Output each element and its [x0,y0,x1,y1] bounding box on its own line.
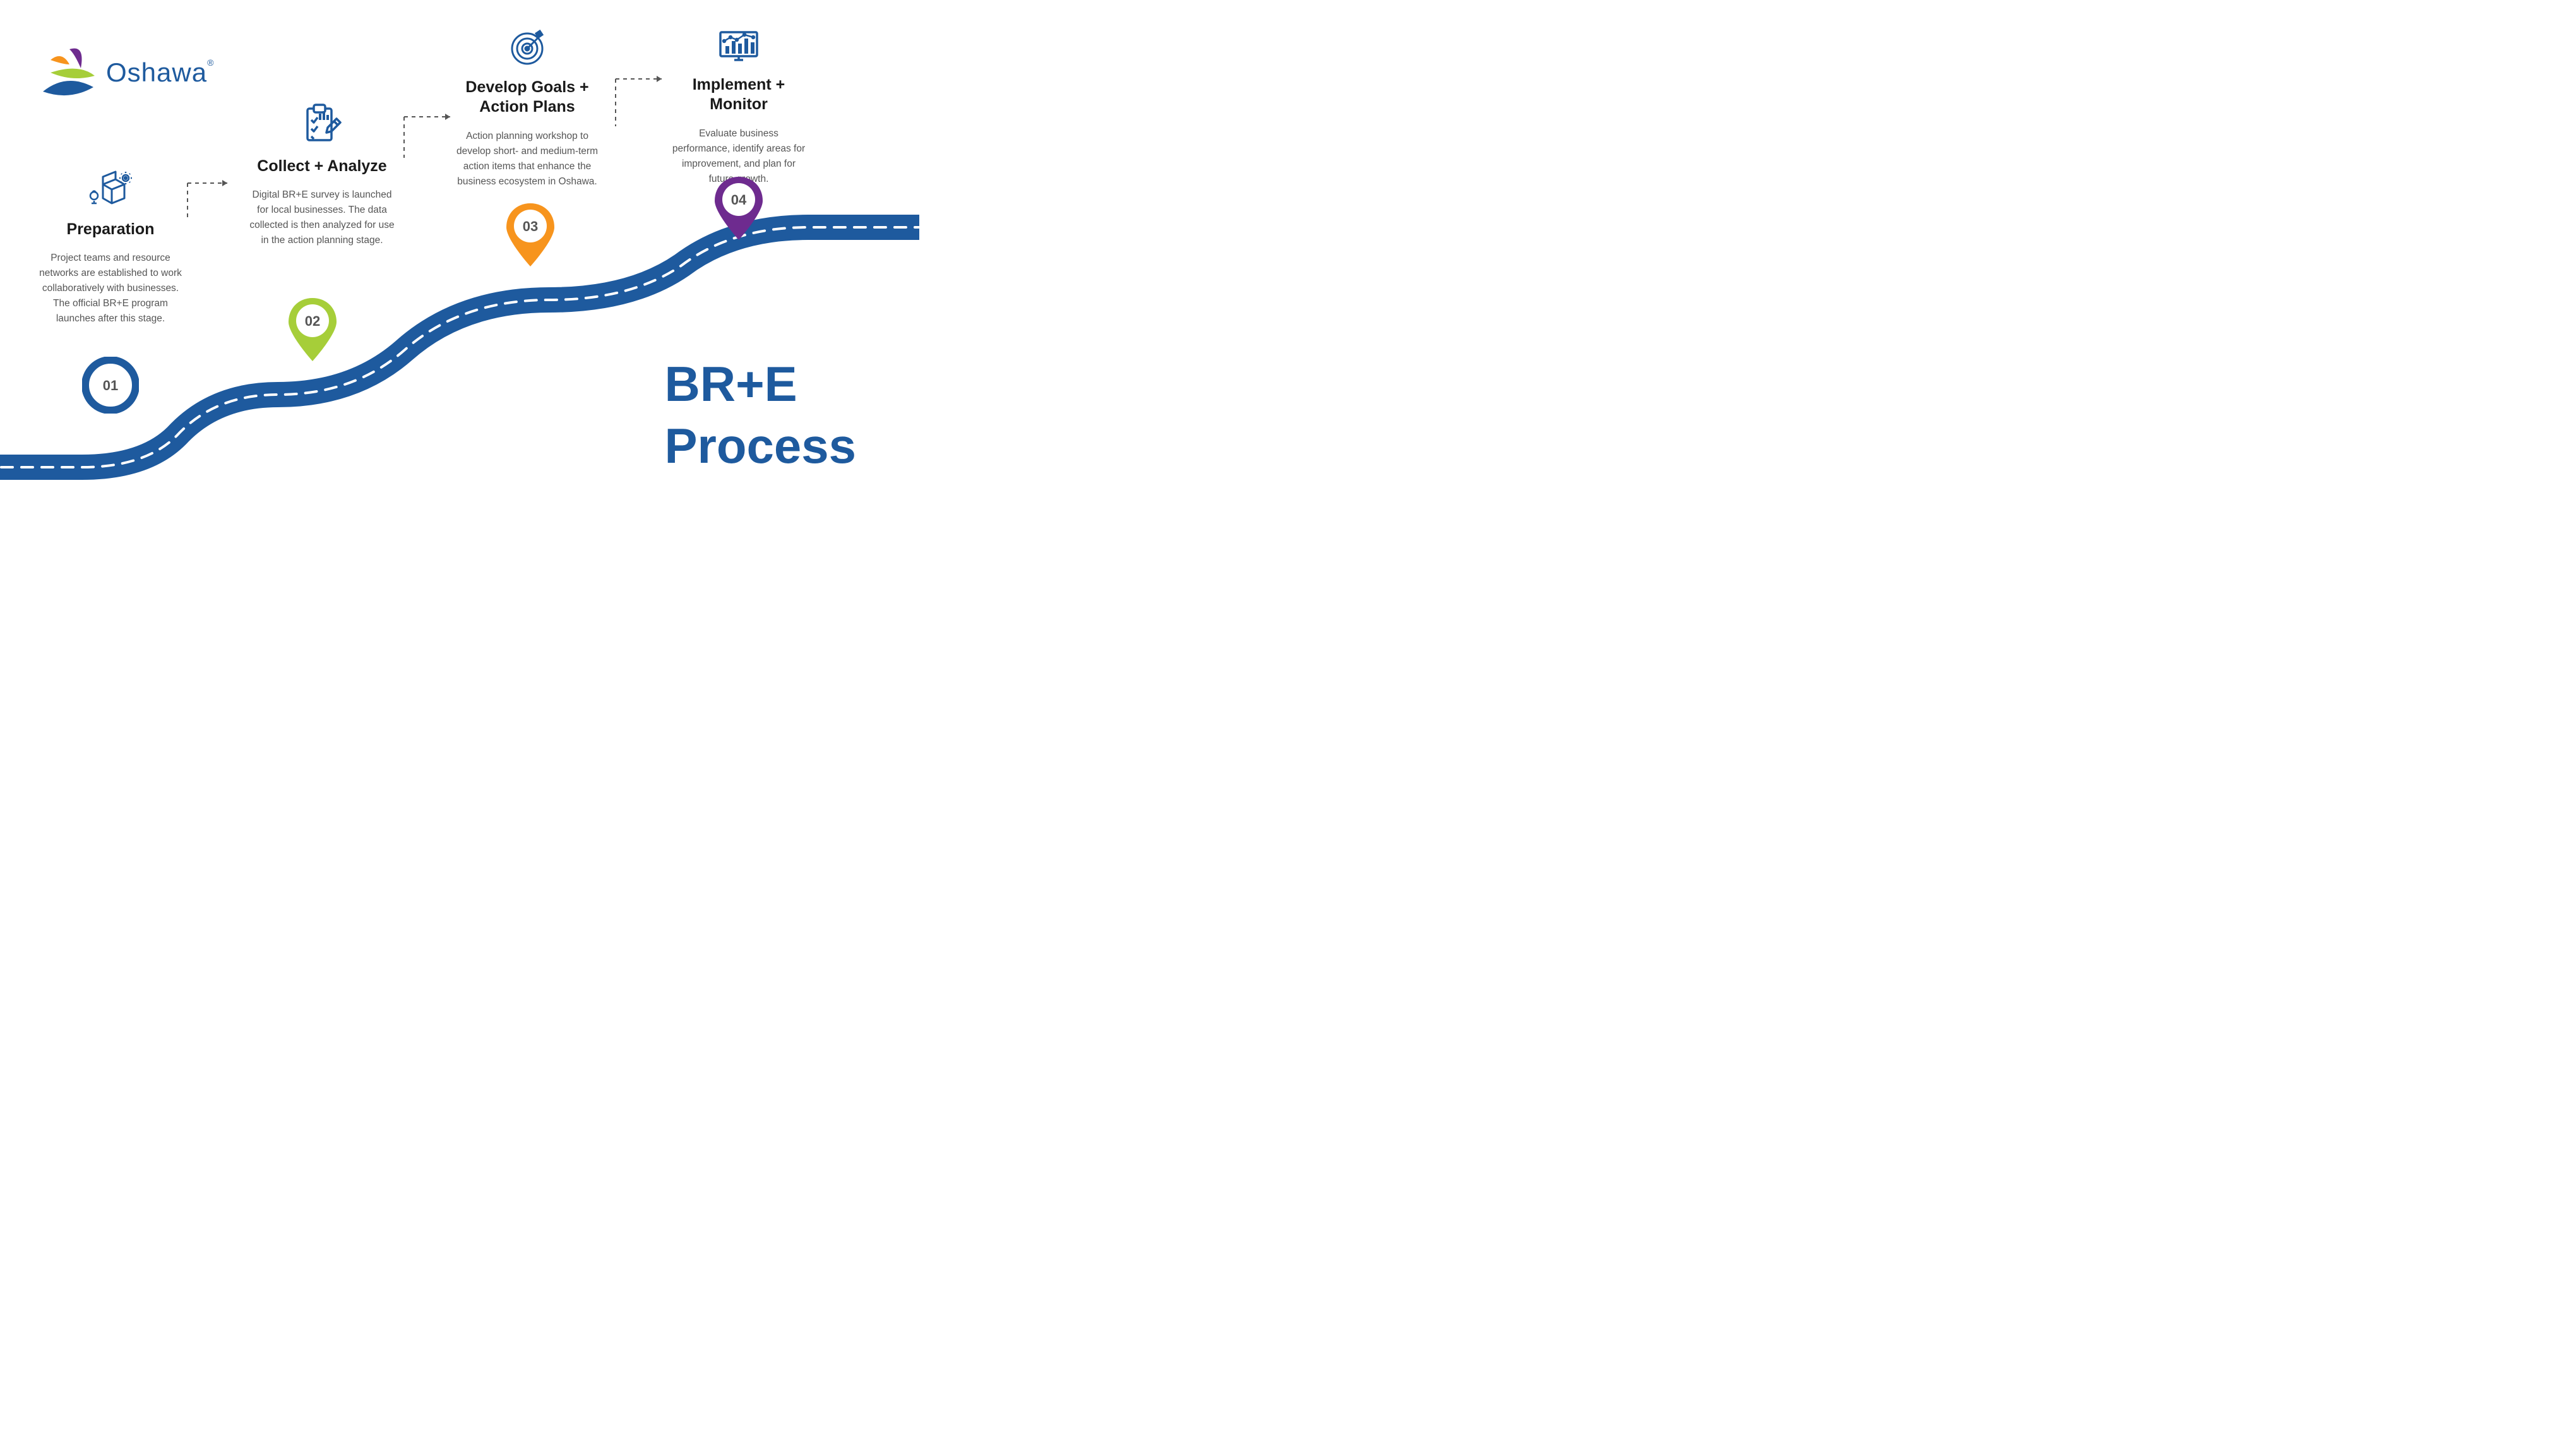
dashboard-icon [669,28,808,64]
svg-text:02: 02 [305,313,320,329]
marker-01: 01 [82,357,139,417]
svg-text:04: 04 [731,192,747,208]
clipboard-icon [246,101,398,145]
step-description: Digital BR+E survey is launched for loca… [246,188,398,248]
marker-03: 03 [504,201,557,273]
marker-02: 02 [286,295,339,368]
main-title: BR+E Process [664,354,856,477]
step-02: Collect + Analyze Digital BR+E survey is… [246,101,398,248]
step-01: Preparation Project teams and resource n… [38,170,183,326]
target-icon [455,28,600,66]
step-04: Implement + Monitor Evaluate business pe… [669,28,808,187]
step-description: Project teams and resource networks are … [38,251,183,326]
step-title: Collect + Analyze [246,157,398,176]
step-title: Develop Goals + Action Plans [455,78,600,117]
step-title: Preparation [38,220,183,239]
step-title: Implement + Monitor [669,75,808,115]
oshawa-logo: Oshawa® [32,38,214,107]
svg-text:03: 03 [523,218,538,234]
logo-text: Oshawa® [106,57,214,88]
step-description: Action planning workshop to develop shor… [455,129,600,189]
step-03: Develop Goals + Action Plans Action plan… [455,28,600,189]
svg-text:01: 01 [103,378,118,393]
marker-04: 04 [712,174,765,247]
preparation-icon [38,170,183,208]
logo-mark-icon [32,38,101,107]
